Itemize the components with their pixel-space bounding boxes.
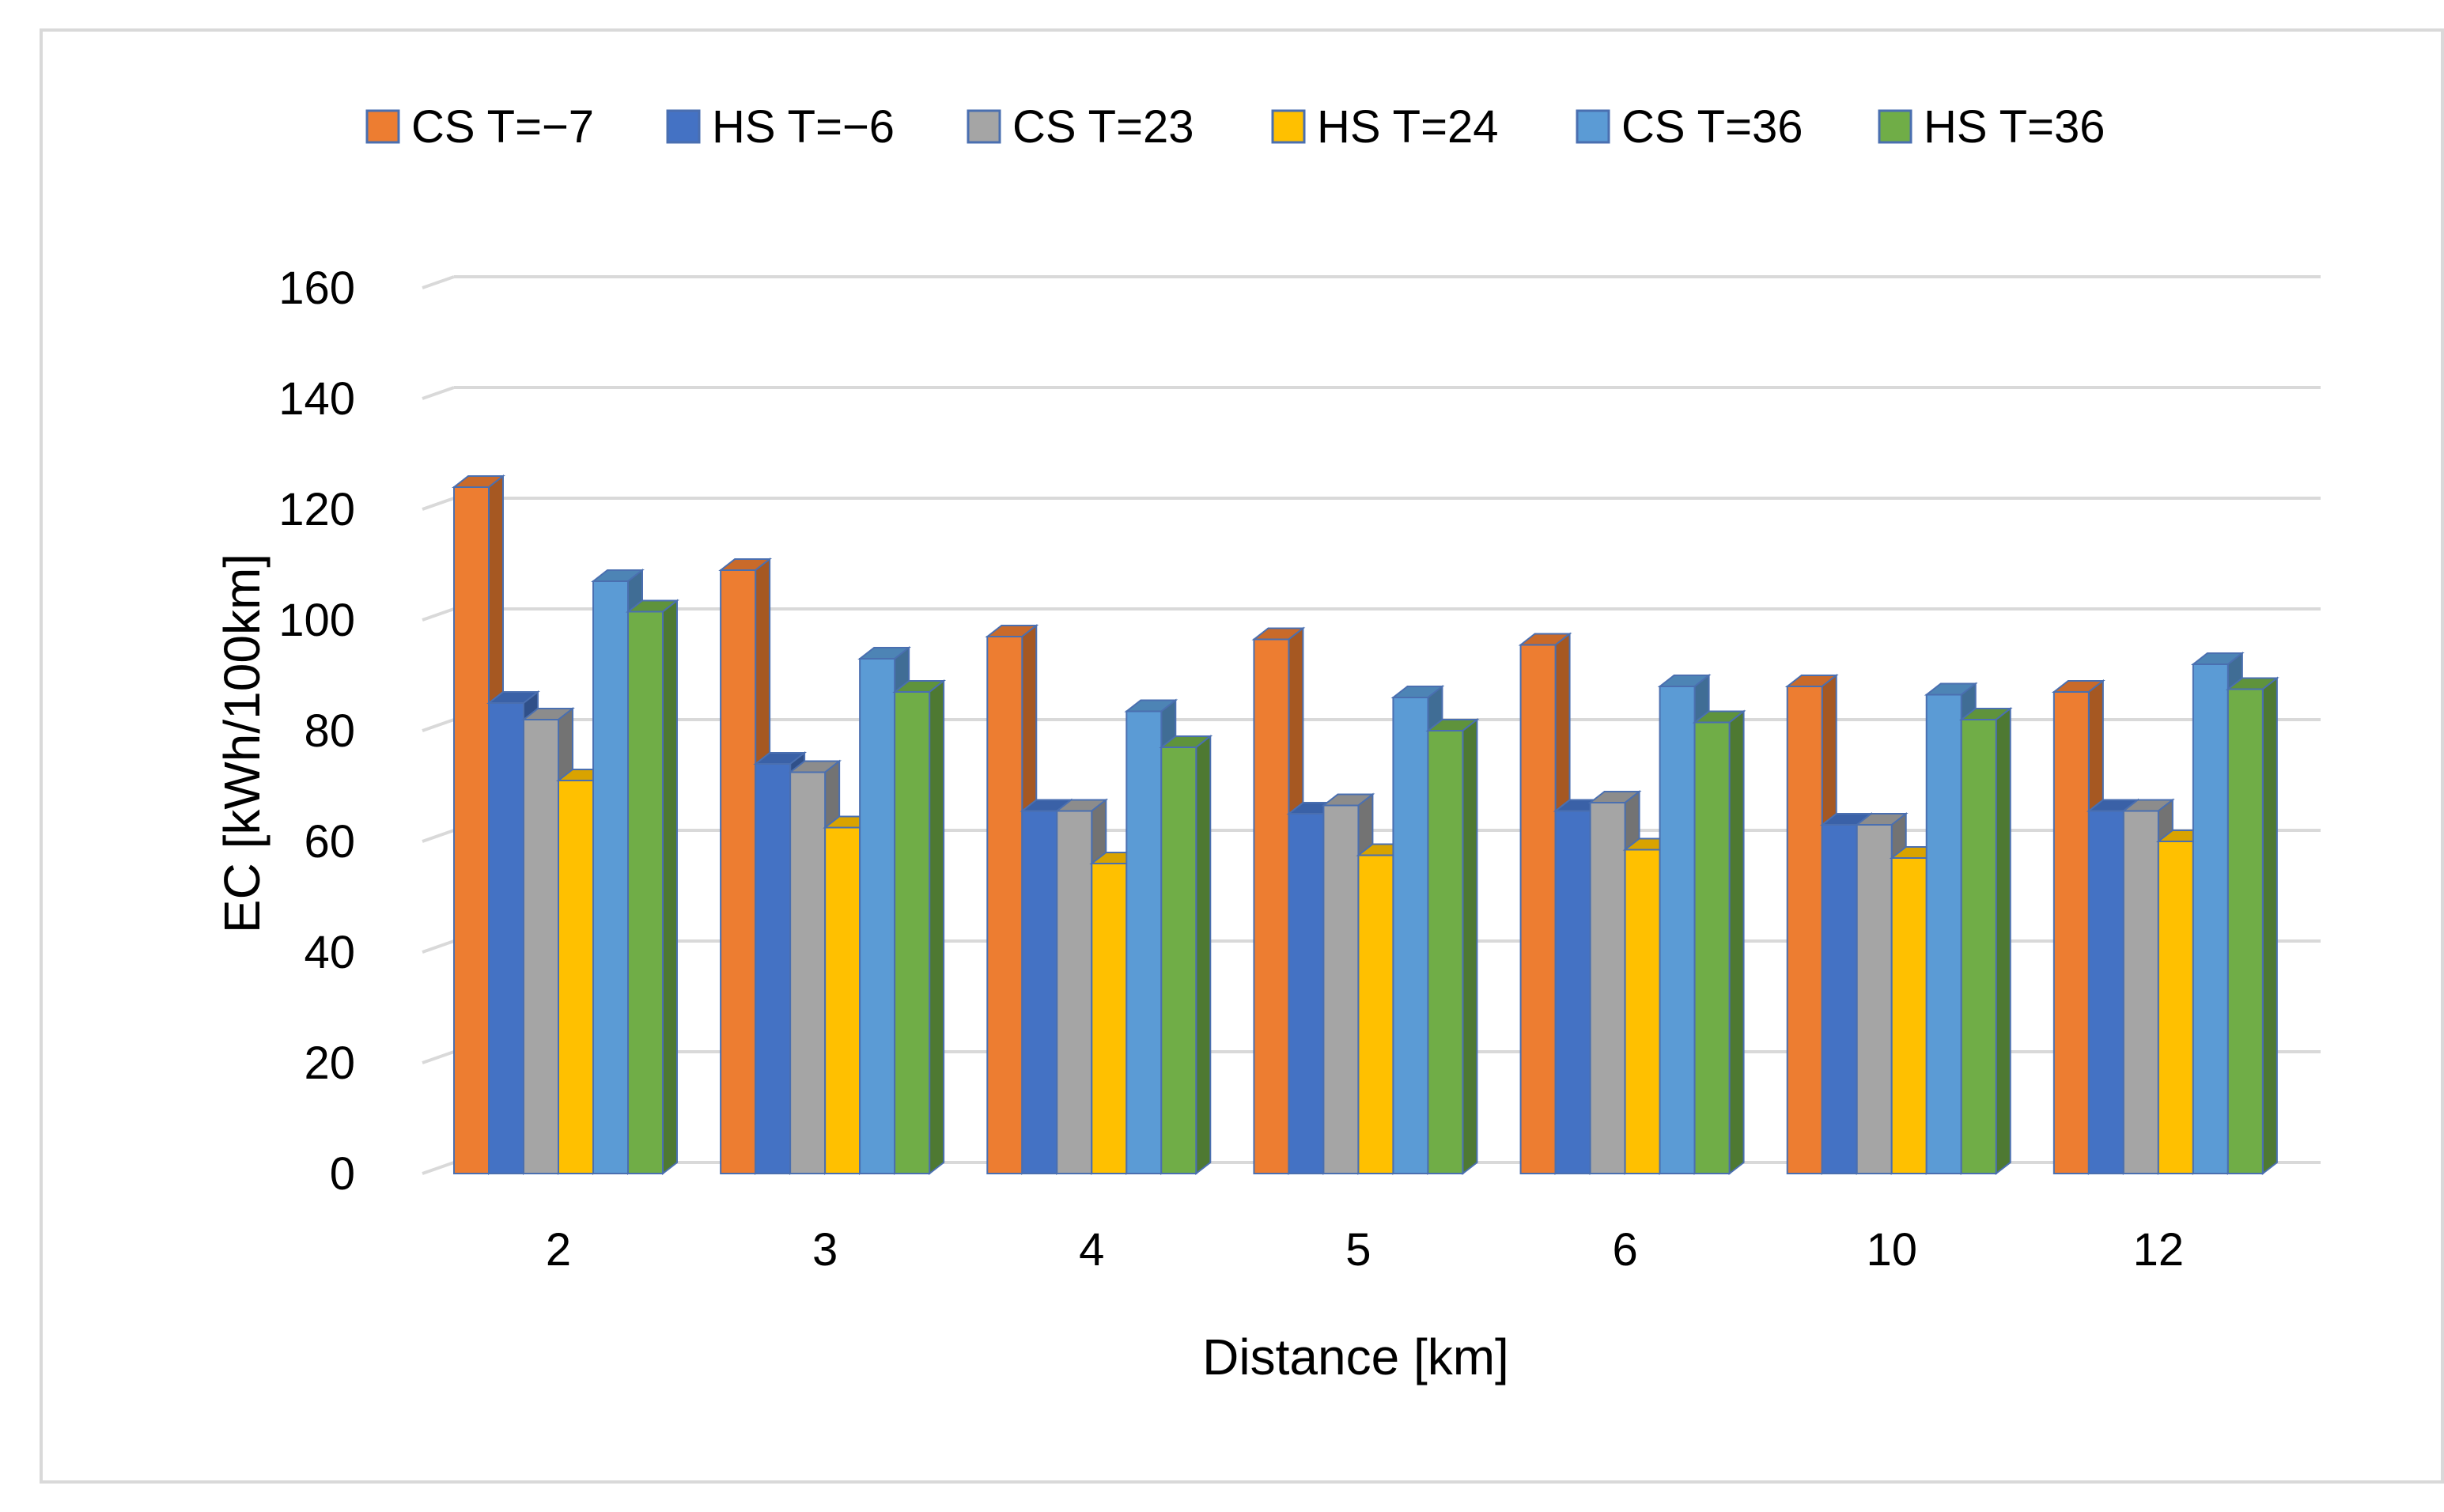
y-tick-label: 20: [304, 1038, 355, 1089]
y-tick-label: 120: [278, 484, 355, 535]
x-tick-label: 4: [1079, 1224, 1104, 1276]
y-tick-label: 60: [304, 816, 355, 868]
gridline-diag: [422, 607, 455, 622]
y-tick-label: 80: [304, 705, 355, 757]
legend-swatch: [1576, 109, 1610, 144]
x-axis-title: Distance [km]: [1202, 1329, 1509, 1385]
y-tick-label: 0: [330, 1148, 355, 1200]
legend: CS T=−7 HS T=−6 CS T=23 HS T=24 CS T=36 HS T=…: [365, 101, 2105, 153]
bar: [985, 623, 1039, 1176]
legend-swatch: [967, 109, 1001, 144]
gridline-diag: [422, 939, 455, 954]
legend-label: CS T=23: [1012, 101, 1194, 153]
legend-label: CS T=36: [1621, 101, 1803, 153]
gridline-diag: [422, 1161, 455, 1175]
x-axis-ticks: 2 3 4 5 6 10 12: [546, 1224, 2184, 1276]
legend-item: HS T=−6: [666, 101, 895, 153]
y-tick-label: 40: [304, 927, 355, 978]
x-tick-label: 10: [1866, 1224, 1917, 1276]
bar: [1425, 717, 1480, 1176]
legend-swatch: [1271, 109, 1306, 144]
bar: [2225, 676, 2279, 1176]
legend-item: CS T=36: [1576, 101, 1803, 153]
bar: [1958, 706, 2013, 1176]
y-tick-label: 100: [278, 595, 355, 646]
legend-label: HS T=36: [1924, 101, 2105, 153]
gridline-diag: [422, 275, 455, 289]
y-axis-ticks: 0 20 40 60 80 100 120 140 160: [278, 263, 355, 1200]
legend-label: CS T=−7: [411, 101, 594, 153]
bar: [1159, 734, 1213, 1176]
legend-label: HS T=24: [1317, 101, 1498, 153]
x-tick-label: 3: [812, 1224, 838, 1276]
legend-swatch: [1878, 109, 1912, 144]
legend-item: HS T=36: [1878, 101, 2105, 153]
legend-swatch: [666, 109, 701, 144]
x-tick-label: 2: [546, 1224, 571, 1276]
y-axis-title: EC [kWh/100km]: [214, 554, 271, 933]
gridline-diag: [422, 497, 455, 511]
gridline-diag: [422, 718, 455, 732]
y-tick-label: 160: [278, 263, 355, 314]
bar-chart: CS T=−7 HS T=−6 CS T=23 HS T=24 CS T=36 HS T=…: [214, 101, 2321, 1385]
gridline-diag: [422, 1050, 455, 1064]
bars: [452, 474, 2279, 1176]
legend-item: CS T=23: [967, 101, 1194, 153]
chart-frame: CS T=−7 HS T=−6 CS T=23 HS T=24 CS T=36 HS T=…: [40, 28, 2444, 1484]
bar: [892, 679, 947, 1176]
bar: [2051, 679, 2105, 1176]
y-tick-label: 140: [278, 373, 355, 425]
x-tick-label: 12: [2133, 1224, 2185, 1276]
legend-label: HS T=−6: [712, 101, 895, 153]
gridline-diag: [422, 386, 455, 400]
legend-item: HS T=24: [1271, 101, 1498, 153]
legend-item: CS T=−7: [365, 101, 594, 153]
bar: [626, 599, 679, 1176]
x-tick-label: 6: [1612, 1224, 1637, 1276]
x-tick-label: 5: [1345, 1224, 1371, 1276]
gridline-diag: [422, 829, 455, 843]
bar: [1692, 709, 1746, 1176]
legend-swatch: [365, 109, 400, 144]
